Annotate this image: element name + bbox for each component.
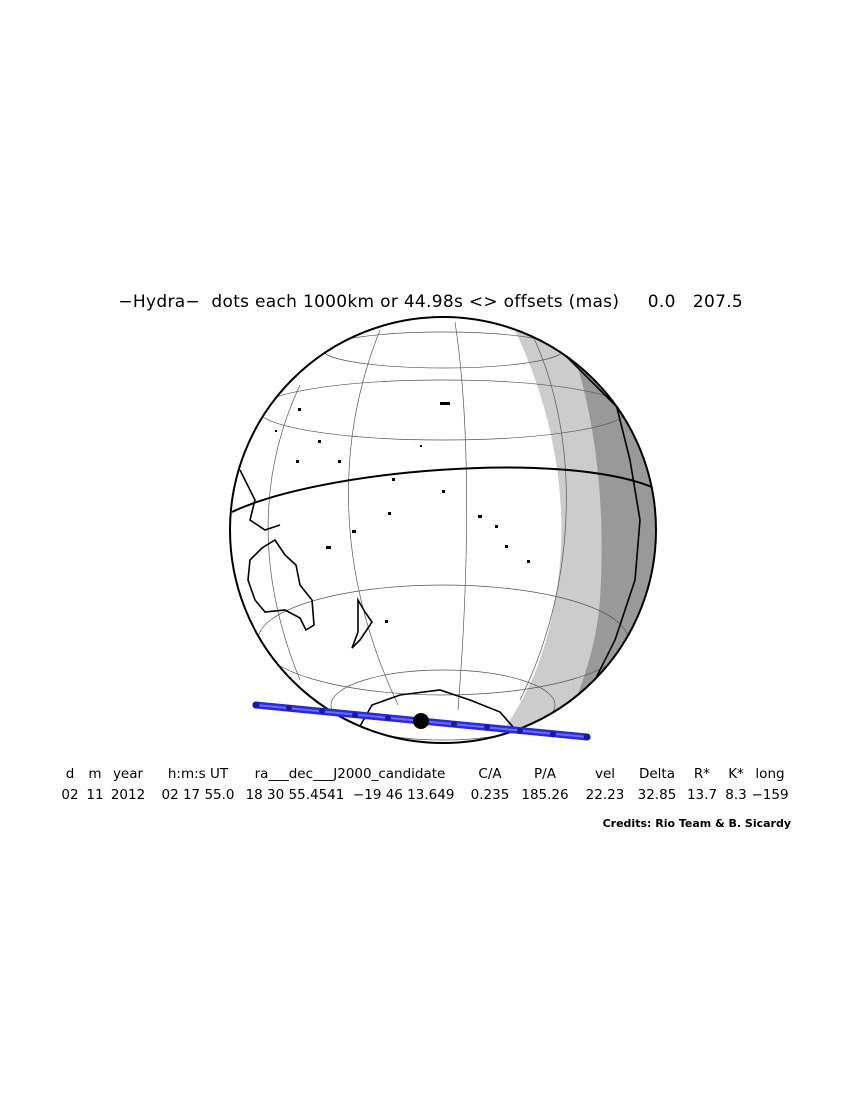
credits: Credits: Rio Team & B. Sicardy xyxy=(602,817,791,830)
track-dots xyxy=(252,701,591,741)
new-zealand xyxy=(351,597,373,649)
title-offset-dec: 207.5 xyxy=(692,292,744,312)
value-day: 02 xyxy=(61,787,79,803)
antarctica xyxy=(354,689,521,736)
plot-title: −Hydra− dots each 1000km or 44.98s <> of… xyxy=(0,272,850,312)
value-vel: 22.23 xyxy=(585,787,625,803)
value-coords: 18 30 55.4541 −19 46 13.649 xyxy=(245,787,455,803)
australia xyxy=(247,538,315,632)
header-kstar: K* xyxy=(728,766,744,782)
value-kstar: 8.3 xyxy=(725,787,747,803)
title-text: −Hydra− dots each 1000km or 44.98s <> of… xyxy=(118,292,620,312)
value-long: −159 xyxy=(751,787,789,803)
header-long: long xyxy=(755,766,785,782)
ephemeris-table: d m year h:m:s UT ra___dec___J2000_candi… xyxy=(0,766,850,806)
header-month: m xyxy=(88,766,102,782)
header-vel: vel xyxy=(594,766,616,782)
title-offset-ra: 0.0 xyxy=(647,292,676,312)
header-year: year xyxy=(112,766,144,782)
header-pa: P/A xyxy=(534,766,556,782)
value-ca: 0.235 xyxy=(470,787,510,803)
closest-approach-dot xyxy=(413,713,429,729)
header-day: d xyxy=(65,766,75,782)
value-rstar: 13.7 xyxy=(686,787,718,803)
value-month: 11 xyxy=(86,787,104,803)
asia xyxy=(239,469,281,531)
globe-outline xyxy=(229,316,657,744)
value-delta: 32.85 xyxy=(637,787,677,803)
header-ca: C/A xyxy=(478,766,502,782)
islands xyxy=(275,402,530,623)
value-year: 2012 xyxy=(110,787,146,803)
header-time: h:m:s UT xyxy=(167,766,229,782)
value-time: 02 17 55.0 xyxy=(161,787,235,803)
shadow-track xyxy=(252,701,591,741)
header-delta: Delta xyxy=(638,766,676,782)
equator xyxy=(231,466,653,513)
value-pa: 185.26 xyxy=(521,787,569,803)
header-coords: ra___dec___J2000_candidate xyxy=(254,766,446,782)
header-rstar: R* xyxy=(693,766,711,782)
